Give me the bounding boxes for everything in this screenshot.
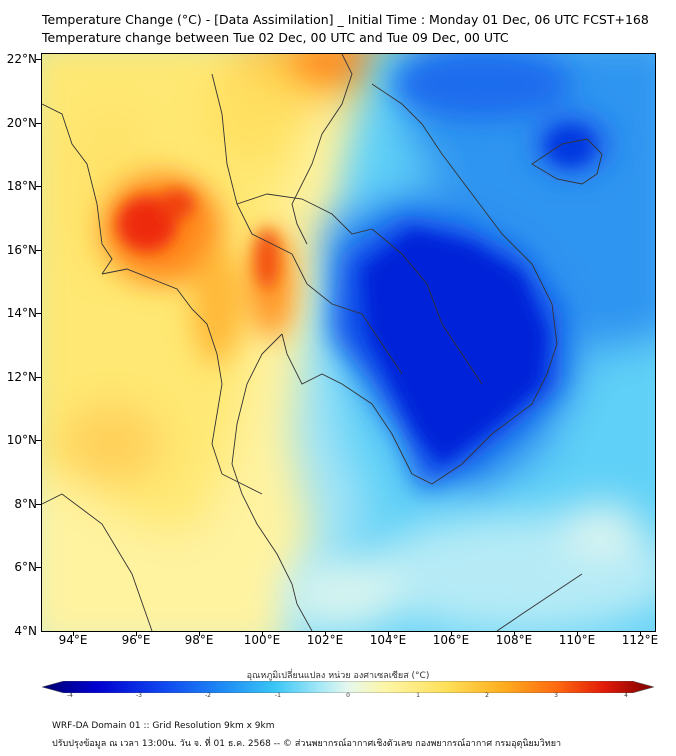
temperature-change-map — [41, 53, 656, 632]
lon-tick — [640, 631, 641, 636]
lon-tick — [514, 631, 515, 636]
colorbar-tick: -1 — [275, 692, 281, 699]
lat-label-12n: 12°N — [6, 370, 37, 384]
lon-tick — [262, 631, 263, 636]
colorbar-tick: -4 — [67, 692, 73, 699]
lat-tick — [36, 313, 41, 314]
lat-tick — [36, 123, 41, 124]
colorbar-tick: 3 — [554, 692, 558, 699]
lat-tick — [36, 504, 41, 505]
lon-label-104e: 104°E — [369, 633, 407, 647]
colorbar-ramp — [42, 681, 654, 693]
colorbar-title: อุณหภูมิเปลี่ยนแปลง หน่วย องศาเซลเซียส (… — [246, 671, 430, 681]
south-sea-field — [282, 504, 655, 631]
lat-tick — [36, 250, 41, 251]
lon-tick — [388, 631, 389, 636]
lat-tick — [36, 567, 41, 568]
lon-tick — [325, 631, 326, 636]
lon-label-98e: 98°E — [184, 633, 214, 647]
lat-tick — [36, 59, 41, 60]
model-info: WRF-DA Domain 01 :: Grid Resolution 9km … — [52, 721, 275, 731]
colorbar-tick: 0 — [346, 692, 350, 699]
lon-label-108e: 108°E — [495, 633, 533, 647]
lon-label-106e: 106°E — [432, 633, 470, 647]
update-credit: ปรับปรุงข้อมูล ณ เวลา 13:00น. วัน จ. ที่… — [52, 739, 562, 749]
lon-tick — [199, 631, 200, 636]
lat-label-14n: 14°N — [6, 306, 37, 320]
colorbar — [42, 681, 654, 693]
lon-label-96e: 96°E — [121, 633, 151, 647]
lon-tick — [577, 631, 578, 636]
colorbar-tick: 4 — [624, 692, 628, 699]
lon-tick — [73, 631, 74, 636]
lat-tick — [36, 377, 41, 378]
map-svg — [42, 54, 655, 631]
coastlines — [42, 54, 603, 631]
colorbar-tick: -2 — [205, 692, 211, 699]
lat-label-22n: 22°N — [6, 52, 37, 66]
lat-label-18n: 18°N — [6, 179, 37, 193]
lon-label-100e: 100°E — [243, 633, 281, 647]
colorbar-tick: 2 — [485, 692, 489, 699]
lat-tick — [36, 186, 41, 187]
lat-label-20n: 20°N — [6, 116, 37, 130]
lon-tick — [451, 631, 452, 636]
colorbar-tick: 1 — [416, 692, 420, 699]
lat-label-6n: 6°N — [14, 560, 37, 574]
map-title: Temperature Change (°C) - [Data Assimila… — [42, 12, 649, 27]
lat-label-16n: 16°N — [6, 243, 37, 257]
lon-tick — [136, 631, 137, 636]
lon-label-102e: 102°E — [306, 633, 344, 647]
lat-tick — [36, 440, 41, 441]
coldest-core — [362, 126, 594, 464]
lon-label-110e: 110°E — [558, 633, 596, 647]
lon-label-94e: 94°E — [58, 633, 88, 647]
lat-label-4n: 4°N — [14, 624, 37, 638]
lon-label-112e: 112°E — [621, 633, 659, 647]
map-subtitle: Temperature change between Tue 02 Dec, 0… — [42, 30, 509, 45]
lat-label-10n: 10°N — [6, 433, 37, 447]
colorbar-tick: -3 — [136, 692, 142, 699]
lat-label-8n: 8°N — [14, 497, 37, 511]
